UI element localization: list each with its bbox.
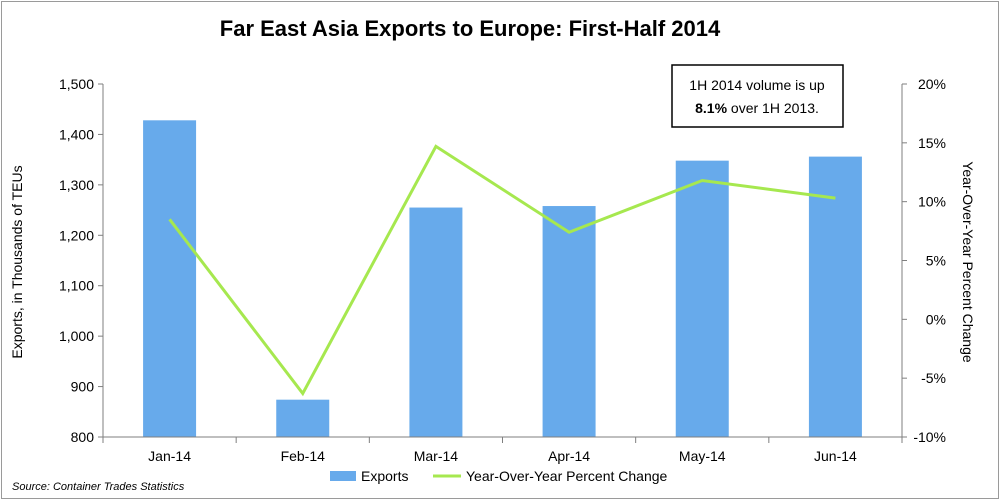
legend-yoy: Year-Over-Year Percent Change (466, 468, 668, 484)
line-yoy-change (168, 144, 836, 397)
y-tick-label: 1,400 (59, 126, 94, 142)
y2-tick-label: 20% (918, 76, 946, 92)
y-tick-label: 1,200 (59, 227, 94, 243)
x-tick-label: Jun-14 (814, 448, 857, 464)
y-tick-label: 800 (71, 429, 95, 445)
y-tick-label: 1,100 (59, 278, 94, 294)
legend: Exports Year-Over-Year Percent Change (330, 468, 668, 484)
y2-tick-label: 0% (926, 311, 946, 327)
bar-exports (409, 207, 463, 437)
bar-exports (675, 160, 729, 437)
annotation-line2: 8.1% over 1H 2013. (695, 100, 819, 116)
y2-tick-label: 10% (918, 194, 946, 210)
y2-tick-label: -5% (921, 370, 946, 386)
legend-swatch-exports (330, 471, 356, 481)
chart-title: Far East Asia Exports to Europe: First-H… (220, 16, 721, 41)
bar-exports (542, 206, 596, 437)
annotation-bold: 8.1% (695, 100, 727, 116)
annotation-line1: 1H 2014 volume is up (689, 77, 825, 93)
legend-exports: Exports (361, 468, 408, 484)
bar-exports (143, 120, 197, 438)
y2-axis-label: Year-Over-Year Percent Change (960, 161, 976, 363)
y-tick-label: 1,000 (59, 328, 94, 344)
annotation-box: 1H 2014 volume is up 8.1% over 1H 2013. (671, 64, 844, 128)
annotation-rest: over 1H 2013. (727, 100, 819, 116)
y-tick-label: 900 (71, 379, 95, 395)
y2-tick-label: -10% (913, 429, 946, 445)
y-tick-label: 1,500 (59, 76, 94, 92)
y2-tick-label: 15% (918, 135, 946, 151)
x-tick-label: Mar-14 (414, 448, 459, 464)
y-axis-label: Exports, in Thousands of TEUs (9, 165, 25, 358)
x-tick-label: Feb-14 (281, 448, 326, 464)
bar-exports (276, 399, 330, 437)
x-tick-label: Jan-14 (148, 448, 191, 464)
source-note: Source: Container Trades Statistics (12, 481, 185, 493)
y-tick-label: 1,300 (59, 177, 94, 193)
bar-exports (808, 156, 862, 438)
x-tick-label: May-14 (679, 448, 726, 464)
y2-tick-label: 5% (926, 253, 946, 269)
x-tick-label: Apr-14 (548, 448, 590, 464)
